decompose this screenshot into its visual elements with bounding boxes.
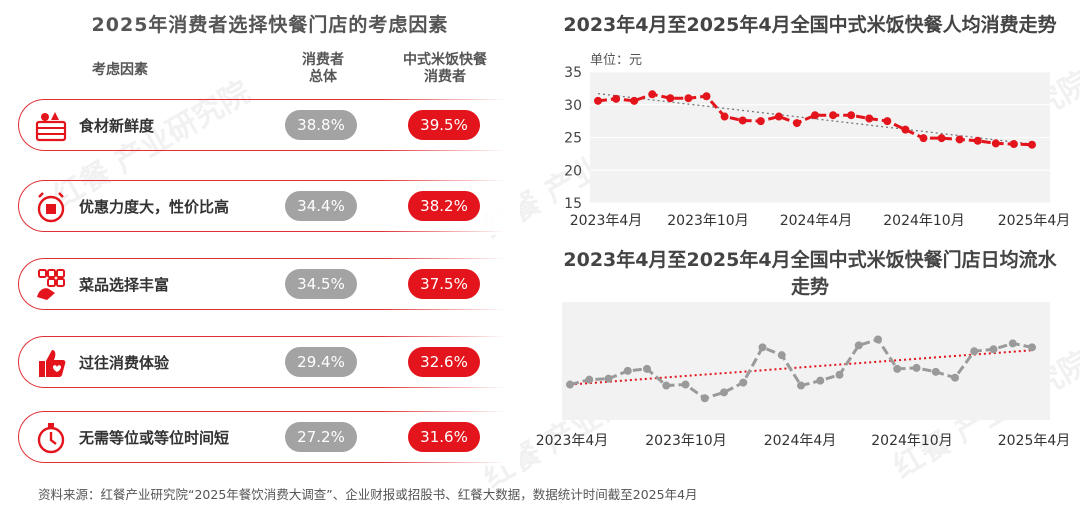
chart1-title: 2023年4月至2025年4月全国中式米饭快餐人均消费走势 — [563, 14, 1057, 36]
chart1-data-point — [865, 114, 874, 123]
chart1-data-point — [883, 117, 892, 126]
factor-label: 食材新鲜度 — [79, 117, 155, 135]
chart2-data-point — [835, 370, 844, 379]
chart2-data-point — [816, 376, 825, 385]
chart1-xtick-label: 2023年4月 — [570, 213, 643, 229]
chart2-data-point — [1028, 343, 1036, 352]
rice-pill: 39.5% — [408, 110, 480, 140]
chart1-data-point — [738, 116, 747, 125]
chart2-data-point — [874, 335, 882, 344]
chart1-xtick-label: 2024年4月 — [780, 213, 853, 229]
chart2-data-point — [951, 373, 959, 382]
chart2-data-point — [585, 375, 594, 384]
chart2-xtick-label: 2023年10月 — [645, 433, 726, 449]
chart1-data-point — [702, 92, 711, 101]
source-footer: 资料来源：红餐产业研究院“2025年餐饮消费大调查”、企业财报或招股书、红餐大数… — [38, 487, 698, 502]
chart1-unit-label: 单位：元 — [590, 53, 643, 68]
factor-label: 过往消费体验 — [79, 354, 170, 372]
timer-icon — [33, 420, 69, 456]
factor-label: 优惠力度大，性价比高 — [79, 198, 230, 216]
chart2-data-point — [758, 343, 767, 352]
watermark: 红餐 产业研究院 — [887, 64, 1080, 206]
chart2-data-point — [970, 347, 979, 356]
chart1-ytick-label: 35 — [564, 65, 582, 81]
chart1-data-point — [612, 94, 621, 103]
watermark: 红餐 产业研究院 — [887, 344, 1080, 486]
chart1-data-point — [847, 111, 856, 120]
chart2-data-point — [893, 364, 902, 373]
rice-pill: 37.5% — [408, 269, 480, 299]
total-pill: 27.2% — [285, 422, 357, 452]
factor-label: 无需等位或等位时间短 — [79, 429, 230, 447]
factor-label: 菜品选择丰富 — [79, 276, 170, 294]
chart2-data-point — [566, 380, 574, 389]
chart1-data-point — [919, 134, 928, 143]
rice-pill: 32.6% — [408, 347, 480, 377]
col-header-total: 消费者 总体 — [302, 52, 344, 85]
chart2-data-point — [854, 341, 863, 350]
chart1-data-point — [792, 119, 801, 128]
chart1-data-point — [901, 125, 910, 134]
chart1-data-point — [648, 90, 657, 99]
chart2-data-point — [739, 378, 748, 387]
chart2-xtick-label: 2025年4月 — [998, 433, 1071, 449]
chart2-data-point — [720, 388, 728, 397]
chart1-data-point — [829, 111, 838, 120]
total-pill: 34.4% — [285, 191, 357, 221]
chart1-data-point — [774, 112, 783, 121]
factor-row: 无需等位或等位时间短 27.2% 31.6% — [18, 410, 520, 466]
menu-hand-icon — [33, 267, 69, 303]
chart2-data-point — [1008, 339, 1017, 348]
chart1-data-point — [684, 94, 693, 103]
chart1-data-point — [756, 117, 765, 126]
chart1-data-point — [811, 111, 819, 120]
chart1-data-point — [1028, 140, 1036, 149]
rice-pill: 38.2% — [408, 191, 480, 221]
chart1-xtick-label: 2024年10月 — [883, 213, 964, 229]
col-header-factor: 考虑因素 — [92, 62, 148, 78]
chart2-xtick-label: 2024年4月 — [764, 433, 837, 449]
factor-row: 过往消费体验 29.4% 32.6% — [18, 335, 520, 391]
chart2-data-point — [777, 351, 786, 360]
chart1-data-point — [594, 96, 602, 105]
chart2-data-point — [700, 394, 709, 403]
factor-row: 优惠力度大，性价比高 34.4% 38.2% — [18, 179, 520, 235]
chart1-xtick-label: 2025年4月 — [998, 213, 1071, 229]
total-pill: 34.5% — [285, 269, 357, 299]
chart2-data-point — [912, 363, 921, 372]
total-pill: 29.4% — [285, 347, 357, 377]
thumbs-up-icon — [33, 345, 69, 381]
chart1-data-point — [666, 94, 675, 103]
chart1-data-point — [720, 112, 729, 121]
chart1-data-point — [630, 96, 639, 105]
factor-row: 食材新鲜度 38.8% 39.5% — [18, 98, 520, 154]
chart1-xtick-label: 2023年10月 — [667, 213, 748, 229]
col-header-rice: 中式米饭快餐 消费者 — [403, 52, 487, 85]
factor-row: 菜品选择丰富 34.5% 37.5% — [18, 257, 520, 313]
total-pill: 38.8% — [285, 110, 357, 140]
food-basket-icon — [33, 108, 69, 144]
discount-clock-icon — [33, 189, 69, 225]
left-panel-title: 2025年消费者选择快餐门店的考虑因素 — [91, 14, 449, 36]
chart2-data-point — [797, 381, 805, 390]
chart2-data-point — [989, 345, 998, 354]
chart1-ytick-label: 30 — [564, 98, 582, 114]
rice-pill: 31.6% — [408, 422, 480, 452]
chart1-ytick-label: 25 — [564, 131, 582, 147]
chart2-title: 2023年4月至2025年4月全国中式米饭快餐门店日均流水走势 — [563, 249, 1057, 298]
chart2-data-point — [931, 367, 940, 376]
